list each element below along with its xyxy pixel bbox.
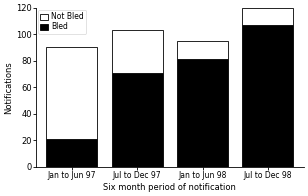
X-axis label: Six month period of notification: Six month period of notification (103, 183, 236, 192)
Bar (112, 30, 163, 73)
Y-axis label: Notifications: Notifications (4, 61, 13, 114)
Bar (177, 41, 228, 59)
Bar (242, 8, 294, 25)
Bar (242, 25, 294, 167)
Bar (46, 139, 97, 167)
Bar (46, 47, 97, 139)
Bar (177, 59, 228, 167)
Legend: Not Bled, Bled: Not Bled, Bled (38, 10, 86, 34)
Bar (112, 73, 163, 167)
